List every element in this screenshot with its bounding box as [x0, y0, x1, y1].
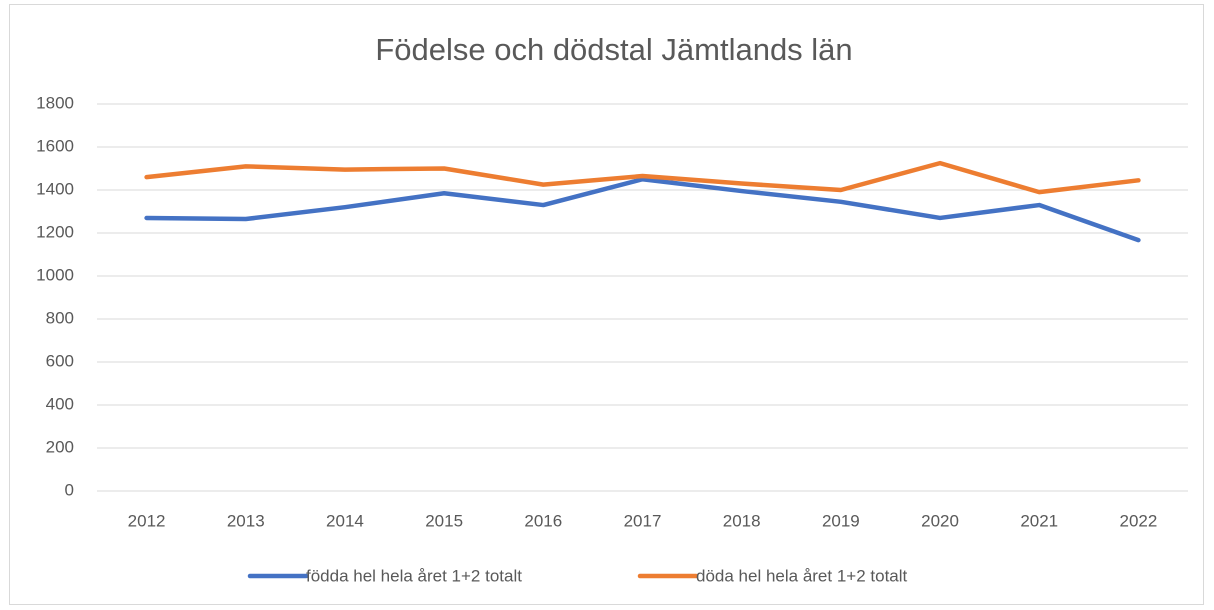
x-tick-label: 2020 — [921, 511, 959, 530]
series-line — [144, 177, 1141, 243]
y-tick-label: 1800 — [36, 93, 74, 112]
x-tick-label: 2013 — [227, 511, 265, 530]
legend-label: födda hel hela året 1+2 totalt — [306, 566, 522, 585]
x-tick-label: 2021 — [1020, 511, 1058, 530]
y-tick-label: 800 — [46, 308, 74, 327]
x-tick-label: 2012 — [128, 511, 166, 530]
series-line — [144, 160, 1141, 195]
y-tick-label: 600 — [46, 351, 74, 370]
y-tick-label: 400 — [46, 394, 74, 413]
y-tick-label: 1200 — [36, 222, 74, 241]
y-tick-label: 200 — [46, 437, 74, 456]
y-tick-label: 1600 — [36, 136, 74, 155]
x-tick-label: 2016 — [524, 511, 562, 530]
y-tick-label: 1000 — [36, 265, 74, 284]
x-tick-label: 2014 — [326, 511, 364, 530]
y-tick-label: 0 — [65, 480, 74, 499]
legend-label: döda hel hela året 1+2 totalt — [696, 566, 908, 585]
x-tick-label: 2017 — [624, 511, 662, 530]
y-tick-label: 1400 — [36, 179, 74, 198]
chart-title: Födelse och dödstal Jämtlands län — [375, 32, 852, 67]
x-tick-label: 2019 — [822, 511, 860, 530]
x-tick-label: 2022 — [1119, 511, 1157, 530]
x-tick-label: 2018 — [723, 511, 761, 530]
x-tick-label: 2015 — [425, 511, 463, 530]
